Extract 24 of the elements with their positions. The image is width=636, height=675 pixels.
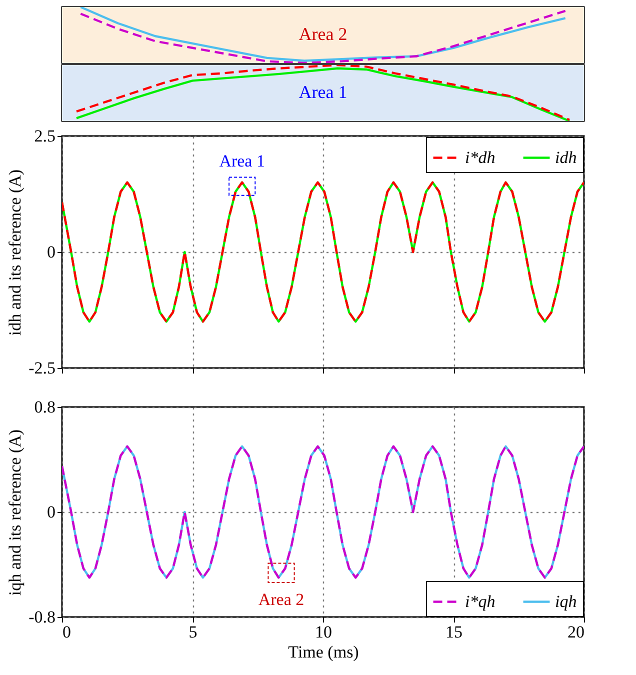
annotation: Area 2: [298, 24, 348, 44]
legend-label: i*dh: [465, 148, 496, 167]
annotation: Area 1: [219, 152, 265, 171]
legend-label: idh: [555, 148, 577, 167]
x-tick-label: 20: [568, 622, 584, 642]
x-tick-label: 5: [188, 622, 198, 642]
x-tick-label: 10: [315, 622, 332, 642]
y-axis-title: iqh and its reference (A): [6, 429, 25, 596]
y-tick-label: -0.8: [28, 608, 56, 626]
line-series: [62, 445, 584, 579]
y-tick-label: 0: [47, 502, 56, 522]
x-tick-label: 0: [62, 622, 71, 642]
legend-label: i*qh: [465, 592, 496, 611]
y-axis-title: idh and its reference (A): [6, 169, 25, 336]
x-tick-label: 15: [446, 622, 462, 642]
annotation: Area 2: [258, 590, 304, 609]
x-axis-title: Time (ms): [288, 642, 359, 662]
legend-label: iqh: [555, 592, 577, 611]
y-tick-label: 2.5: [34, 126, 56, 146]
annotation: Area 1: [298, 82, 348, 102]
line-series: [62, 181, 584, 323]
y-tick-label: 0: [47, 242, 56, 262]
y-tick-label: -2.5: [28, 358, 56, 378]
y-tick-label: 0.8: [34, 398, 56, 416]
